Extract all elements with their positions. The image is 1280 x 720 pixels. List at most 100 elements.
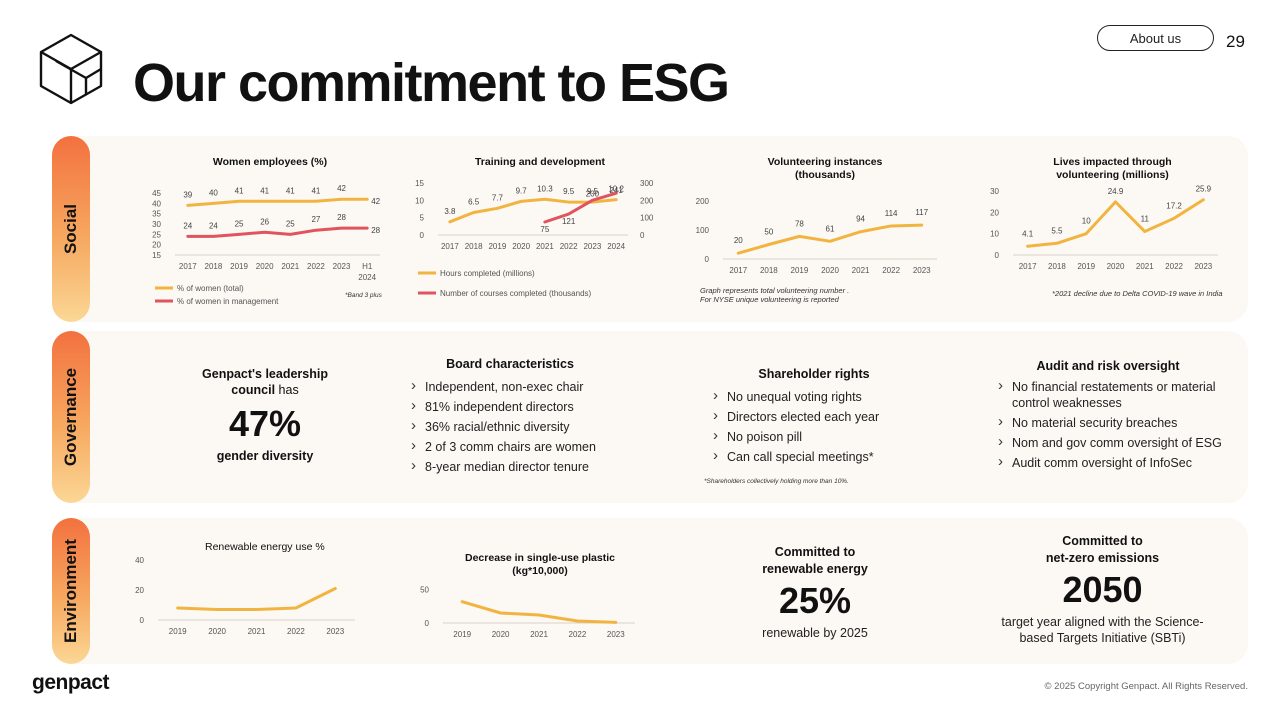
lives-series-0-point-1 <box>1056 242 1058 245</box>
training-ytick-0: 0 <box>420 231 425 240</box>
lives-series-0-label-5: 17.2 <box>1166 201 1182 210</box>
renewable-commit-block: Committed to renewable energy 25% renewa… <box>735 545 895 640</box>
volunteering-series-0-point-0 <box>737 252 740 254</box>
shareholder-heading: Shareholder rights <box>758 367 870 381</box>
renewable-series-0-point-2 <box>255 608 258 611</box>
women-series-1-label-7: 28 <box>371 226 380 235</box>
renewable-line1: Committed to <box>774 545 856 559</box>
training-title-0: Training and development <box>475 156 606 168</box>
training-xtick-1: 2018 <box>465 242 483 251</box>
renewable-series-0-point-0 <box>176 607 179 609</box>
volunteering-xtick-5: 2022 <box>882 266 900 275</box>
women-xtick-0: 2017 <box>179 262 197 271</box>
women-ytick-15: 15 <box>152 251 161 260</box>
women-series-0-point-1 <box>212 202 215 205</box>
women-legend-label-0: % of women (total) <box>177 284 244 293</box>
lives-series-0-point-3 <box>1114 201 1117 203</box>
plastic-series-0-point-2 <box>538 614 540 616</box>
women-series-1-label-6: 28 <box>337 213 346 222</box>
women-series-1-label-2: 25 <box>235 219 244 228</box>
lives-series-0-label-2: 10 <box>1082 217 1091 226</box>
shareholder-item-3: Can call special meetings* <box>711 446 941 467</box>
about-us-button[interactable]: About us <box>1097 25 1214 51</box>
governance-tag: Governance <box>52 331 90 503</box>
women-series-0-line <box>186 197 369 207</box>
board-item-4: 8-year median director tenure <box>409 456 639 477</box>
women-series-1-label-3: 26 <box>260 217 269 226</box>
training-series-0-label-0: 3.8 <box>444 207 456 216</box>
plastic-title-1: (kg*10,000) <box>512 565 567 577</box>
training-series-0-point-7 <box>615 198 617 201</box>
training-series-0-point-1 <box>472 211 475 214</box>
leadership-value: 47% <box>228 403 302 444</box>
women-series-0-label-3: 41 <box>260 186 269 195</box>
women-series-0-point-7 <box>366 198 368 200</box>
women-series-0-label-6: 42 <box>337 184 346 193</box>
lives-series-0-point-2 <box>1085 232 1088 235</box>
volunteering-xtick-3: 2020 <box>821 266 839 275</box>
volunteering-series-0-point-1 <box>768 243 770 246</box>
renewable-line2: renewable energy <box>762 562 868 576</box>
women-xtick-1: 2018 <box>205 262 223 271</box>
training-xtick-3: 2020 <box>512 242 530 251</box>
women-series-1-label-1: 24 <box>209 221 218 230</box>
renewable-ytick-40: 40 <box>135 556 144 565</box>
shareholder-list: No unequal voting rightsDirectors electe… <box>711 386 941 467</box>
women-series-1-point-3 <box>263 231 266 234</box>
volunteering-series-0-label-4: 94 <box>856 215 865 224</box>
training-series-1-point-6 <box>591 199 594 202</box>
netzero-caption2: based Targets Initiative (SBTi) <box>1019 631 1186 645</box>
women-xtick-7: H1 <box>362 262 373 271</box>
lives-xtick-5: 2022 <box>1165 262 1183 271</box>
training-xtick-0: 2017 <box>441 242 459 251</box>
women-xtick-3: 2020 <box>256 262 274 271</box>
lives-xtick-4: 2021 <box>1136 262 1154 271</box>
women-series-0-point-5 <box>315 200 317 203</box>
women-ytick-40: 40 <box>152 199 161 208</box>
women-ytick-25: 25 <box>152 230 161 239</box>
volunteering-series-0-label-2: 78 <box>795 219 804 228</box>
environment-panel: Environment <box>52 518 1248 664</box>
plastic-xtick-4: 2023 <box>607 630 625 639</box>
single-use-plastic-chart: Decrease in single-use plastic(kg*10,000… <box>420 552 635 639</box>
audit-item-0: No financial restatements or material co… <box>996 378 1241 411</box>
training-series-0-label-1: 6.5 <box>468 197 480 206</box>
lives-series-0-point-5 <box>1173 217 1175 220</box>
volunteering-xtick-0: 2017 <box>729 266 747 275</box>
women-ytick-35: 35 <box>152 210 161 219</box>
volunteering-series-0-label-5: 114 <box>885 209 898 218</box>
plastic-series-0-line <box>460 600 618 624</box>
netzero-caption1: target year aligned with the Science- <box>1001 615 1204 629</box>
renewable-xtick-4: 2023 <box>326 627 344 636</box>
lives-title-0: Lives impacted through <box>1053 156 1171 168</box>
page-title: Our commitment to ESG <box>133 53 730 113</box>
women-series-0-label-7: 42 <box>371 197 380 206</box>
training-series-0-point-3 <box>520 200 522 203</box>
renewable-xtick-1: 2020 <box>208 627 226 636</box>
shareholder-note: *Shareholders collectively holding more … <box>704 478 849 485</box>
audit-heading: Audit and risk oversight <box>1036 359 1180 373</box>
volunteering-series-0-label-1: 50 <box>764 228 773 237</box>
board-item-2: 36% racial/ethnic diversity <box>409 416 639 437</box>
lives-note: *2021 decline due to Delta COVID-19 wave… <box>1052 289 1223 298</box>
training-ytick-5: 5 <box>420 214 425 223</box>
plastic-xtick-0: 2019 <box>453 630 471 639</box>
training-xtick-7: 2024 <box>607 242 625 251</box>
women-series-0-point-2 <box>238 200 240 203</box>
leadership-line1: Genpact's leadership <box>202 367 328 381</box>
netzero-line1: Committed to <box>1062 534 1143 548</box>
women-series-1-label-0: 24 <box>183 221 192 230</box>
renewable-xtick-2: 2021 <box>248 627 266 636</box>
lives-xtick-2: 2019 <box>1077 262 1095 271</box>
lives-xtick-3: 2020 <box>1107 262 1125 271</box>
women-series-1-point-7 <box>366 227 368 229</box>
lives-xtick-1: 2018 <box>1048 262 1066 271</box>
renewable-ytick-20: 20 <box>135 586 144 595</box>
training-xtick-2: 2019 <box>488 242 506 251</box>
training-ytick-10: 10 <box>415 196 424 205</box>
page-number: 29 <box>1226 32 1245 51</box>
women-series-1-point-5 <box>315 229 317 231</box>
genpact-logo-icon <box>39 33 103 105</box>
women-series-1-label-5: 27 <box>311 215 320 224</box>
